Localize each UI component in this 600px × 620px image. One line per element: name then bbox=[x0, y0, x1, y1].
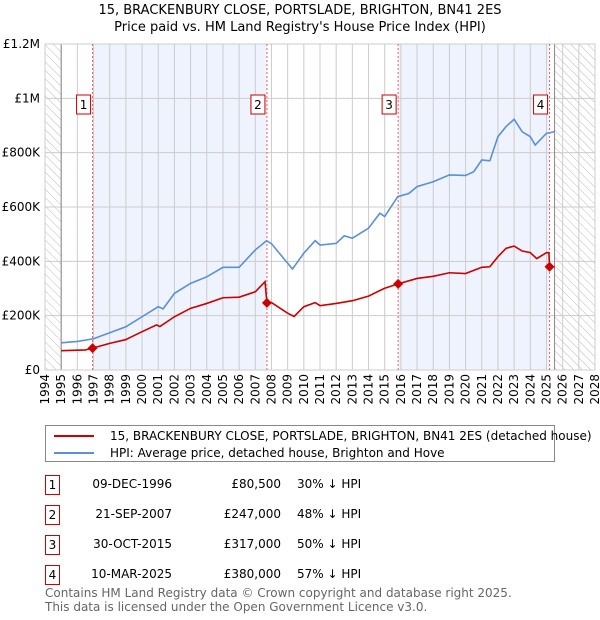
legend: 15, BRACKENBURY CLOSE, PORTSLADE, BRIGHT… bbox=[45, 425, 592, 462]
sale-date: 30-OCT-2015 bbox=[93, 537, 172, 551]
x-tick-label: 2022 bbox=[491, 374, 505, 405]
chart-title: 15, BRACKENBURY CLOSE, PORTSLADE, BRIGHT… bbox=[98, 3, 502, 18]
x-tick-label: 2012 bbox=[329, 374, 343, 405]
sale-hpi-diff: 48% ↓ HPI bbox=[297, 507, 362, 521]
x-tick-label: 2003 bbox=[184, 374, 198, 405]
sale-price: £247,000 bbox=[223, 507, 281, 521]
legend-item-hpi: HPI: Average price, detached house, Brig… bbox=[54, 446, 445, 460]
plot-border bbox=[44, 43, 596, 371]
sale-hpi-diff: 57% ↓ HPI bbox=[297, 567, 362, 581]
x-tick-label: 1996 bbox=[70, 374, 84, 405]
y-tick-label: £800K bbox=[2, 146, 42, 160]
sale-row: 2 21-SEP-2007 £247,000 48% ↓ HPI bbox=[45, 505, 545, 525]
sale-hpi-diff: 30% ↓ HPI bbox=[297, 477, 362, 491]
x-tick-label: 2020 bbox=[459, 374, 473, 405]
x-tick-label: 2019 bbox=[442, 374, 456, 405]
legend-swatch-blue bbox=[54, 452, 94, 454]
x-tick-label: 1995 bbox=[54, 374, 68, 405]
sale-point bbox=[393, 278, 404, 289]
x-tick-label: 2007 bbox=[248, 374, 262, 405]
footer: Contains HM Land Registry data © Crown c… bbox=[45, 586, 512, 614]
y-tick-label: £600K bbox=[2, 200, 42, 214]
sale-label-box bbox=[533, 94, 549, 115]
sale-point bbox=[261, 297, 272, 308]
x-tick-label: 2023 bbox=[507, 374, 521, 405]
sale-row: 3 30-OCT-2015 £317,000 50% ↓ HPI bbox=[45, 535, 545, 555]
sale-label-box bbox=[76, 94, 92, 115]
sale-price: £80,500 bbox=[231, 477, 281, 491]
sale-row: 4 10-MAR-2025 £380,000 57% ↓ HPI bbox=[45, 565, 545, 585]
x-tick-label: 1999 bbox=[119, 374, 133, 405]
y-tick-label: £200K bbox=[2, 309, 42, 323]
x-tick-label: 2017 bbox=[410, 374, 424, 405]
x-tick-label: 2021 bbox=[475, 374, 489, 405]
x-tick-label: 2010 bbox=[297, 374, 311, 405]
x-tick-label: 2006 bbox=[232, 374, 246, 405]
sale-number-badge: 4 bbox=[45, 565, 60, 585]
sale-number-badge: 2 bbox=[45, 505, 60, 525]
legend-label: HPI: Average price, detached house, Brig… bbox=[110, 446, 445, 460]
x-tick-label: 2027 bbox=[572, 374, 586, 405]
x-tick-label: 2025 bbox=[539, 374, 553, 405]
sale-number-badge: 3 bbox=[45, 535, 60, 555]
x-tick-label: 2018 bbox=[426, 374, 440, 405]
x-tick-label: 2028 bbox=[588, 374, 600, 405]
sale-number-badge: 1 bbox=[45, 475, 60, 495]
x-tick-label: 2001 bbox=[151, 374, 165, 405]
price-chart: 1994 1995 1996 1997 1998 1999 2000 2001 2002 2003… bbox=[2, 37, 600, 405]
sale-label-number: 4 bbox=[537, 98, 545, 112]
x-tick-label: 2008 bbox=[264, 374, 278, 405]
sale-label-number: 2 bbox=[254, 98, 262, 112]
sale-label-box bbox=[381, 94, 397, 115]
sale-price: £317,000 bbox=[223, 537, 281, 551]
x-tick-label: 2026 bbox=[556, 374, 570, 405]
x-tick-label: 2024 bbox=[523, 374, 537, 405]
y-tick-label: £1M bbox=[14, 91, 40, 105]
x-tick-label: 2005 bbox=[216, 374, 230, 405]
chart-subtitle: Price paid vs. HM Land Registry's House … bbox=[114, 20, 486, 35]
sale-point bbox=[87, 343, 98, 354]
x-tick-label: 2004 bbox=[200, 374, 214, 405]
sale-row: 1 09-DEC-1996 £80,500 30% ↓ HPI bbox=[45, 475, 545, 495]
x-tick-label: 2013 bbox=[345, 374, 359, 405]
x-tick-label: 2015 bbox=[378, 374, 392, 405]
sale-point bbox=[544, 261, 555, 272]
sale-label-box bbox=[250, 94, 266, 115]
x-tick-label: 2002 bbox=[167, 374, 181, 405]
hpi-line bbox=[61, 118, 555, 344]
x-tick-label: 2014 bbox=[362, 374, 376, 405]
legend-label: 15, BRACKENBURY CLOSE, PORTSLADE, BRIGHT… bbox=[110, 429, 592, 443]
x-tick-label: 2000 bbox=[135, 374, 149, 405]
x-tick-label: 1994 bbox=[38, 374, 52, 405]
footer-copyright: Contains HM Land Registry data © Crown c… bbox=[45, 586, 512, 600]
sale-hpi-diff: 50% ↓ HPI bbox=[297, 537, 362, 551]
x-tick-label: 1997 bbox=[87, 374, 101, 405]
x-tick-label: 2009 bbox=[281, 374, 295, 405]
y-tick-label: £0 bbox=[25, 363, 40, 377]
x-tick-label: 2011 bbox=[313, 374, 327, 405]
sale-date: 09-DEC-1996 bbox=[92, 477, 172, 491]
sale-price: £380,000 bbox=[223, 567, 281, 581]
property-price-line bbox=[61, 245, 555, 352]
sale-label-number: 1 bbox=[80, 98, 88, 112]
x-tick-label: 2016 bbox=[394, 374, 408, 405]
y-tick-label: £1.2M bbox=[3, 37, 40, 51]
legend-swatch-red bbox=[54, 435, 94, 437]
sale-label-number: 3 bbox=[385, 98, 393, 112]
x-tick-label: 1998 bbox=[103, 374, 117, 405]
footer-licence: This data is licensed under the Open Gov… bbox=[45, 600, 428, 614]
sale-date: 21-SEP-2007 bbox=[95, 507, 172, 521]
sale-date: 10-MAR-2025 bbox=[91, 567, 172, 581]
y-tick-label: £400K bbox=[2, 254, 42, 268]
legend-item-property: 15, BRACKENBURY CLOSE, PORTSLADE, BRIGHT… bbox=[54, 429, 592, 443]
